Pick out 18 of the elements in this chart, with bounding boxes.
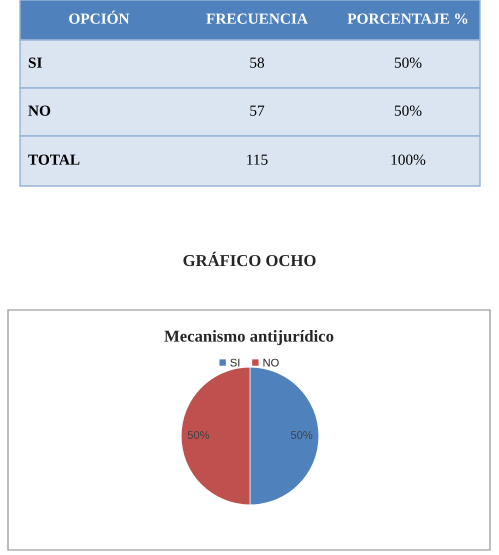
text: 50% [394,106,422,116]
text: 100% [392,154,426,165]
text: 50% [394,58,422,68]
data-label: 50% [188,431,210,439]
text: SI [28,58,42,68]
data-label: 50% [290,431,312,439]
text: 57 [250,106,264,116]
text: TOTAL [28,154,80,165]
text: 58 [250,58,264,68]
text: NO [28,106,50,116]
text: FRECUENCIA [206,14,308,24]
text: OPCIÓN [69,10,130,24]
text: 115 [247,154,268,165]
text: GRÁFICO OCHO [183,252,316,266]
text: PORCENTAJE % [347,14,468,24]
legend-label: SI [230,358,240,367]
chart-title: Mecanismo antijurídico [164,330,334,346]
legend-label: NO [263,358,279,367]
